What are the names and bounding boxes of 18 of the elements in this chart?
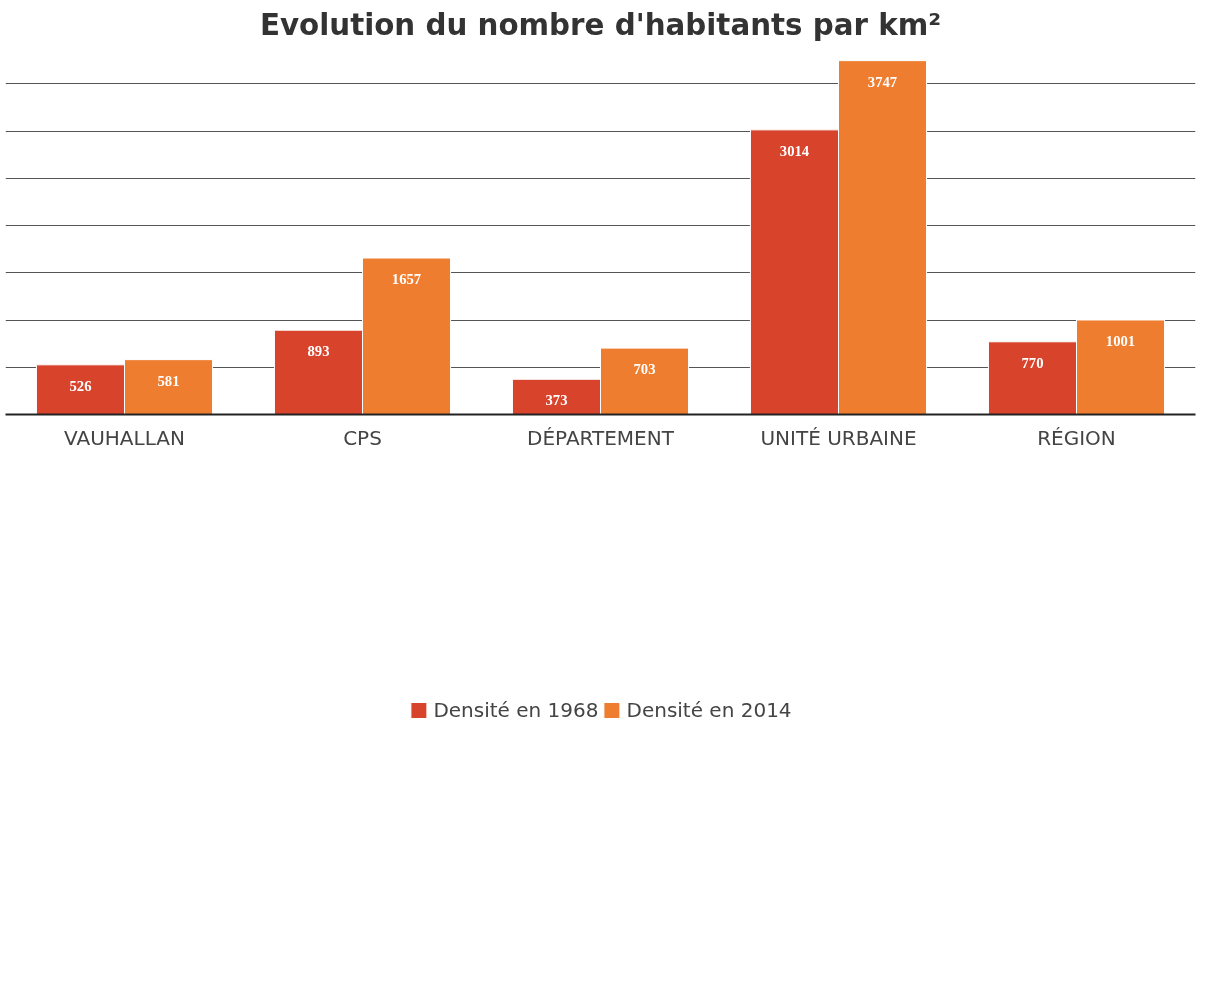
data-label: 581: [157, 372, 180, 389]
x-tick-label: RÉGION: [1037, 425, 1116, 450]
data-label: 703: [633, 361, 656, 378]
data-label: 526: [69, 377, 92, 394]
x-tick-label: VAUHALLAN: [64, 425, 185, 450]
chart-title: Evolution du nombre d'habitants par km²: [259, 7, 942, 42]
data-label: 1657: [391, 271, 422, 288]
data-label: 1001: [1105, 332, 1136, 349]
data-label: 770: [1021, 354, 1044, 371]
legend-label: Densité en 1968: [433, 698, 599, 722]
x-tick-label: DÉPARTEMENT: [527, 425, 675, 450]
legend-label: Densité en 2014: [626, 698, 792, 722]
data-label: 3014: [779, 142, 810, 159]
x-tick-label: CPS: [343, 425, 382, 450]
data-label: 3747: [867, 73, 898, 90]
data-label: 893: [307, 343, 330, 360]
data-label: 373: [545, 392, 568, 409]
x-tick-label: UNITÉ URBAINE: [760, 425, 917, 450]
